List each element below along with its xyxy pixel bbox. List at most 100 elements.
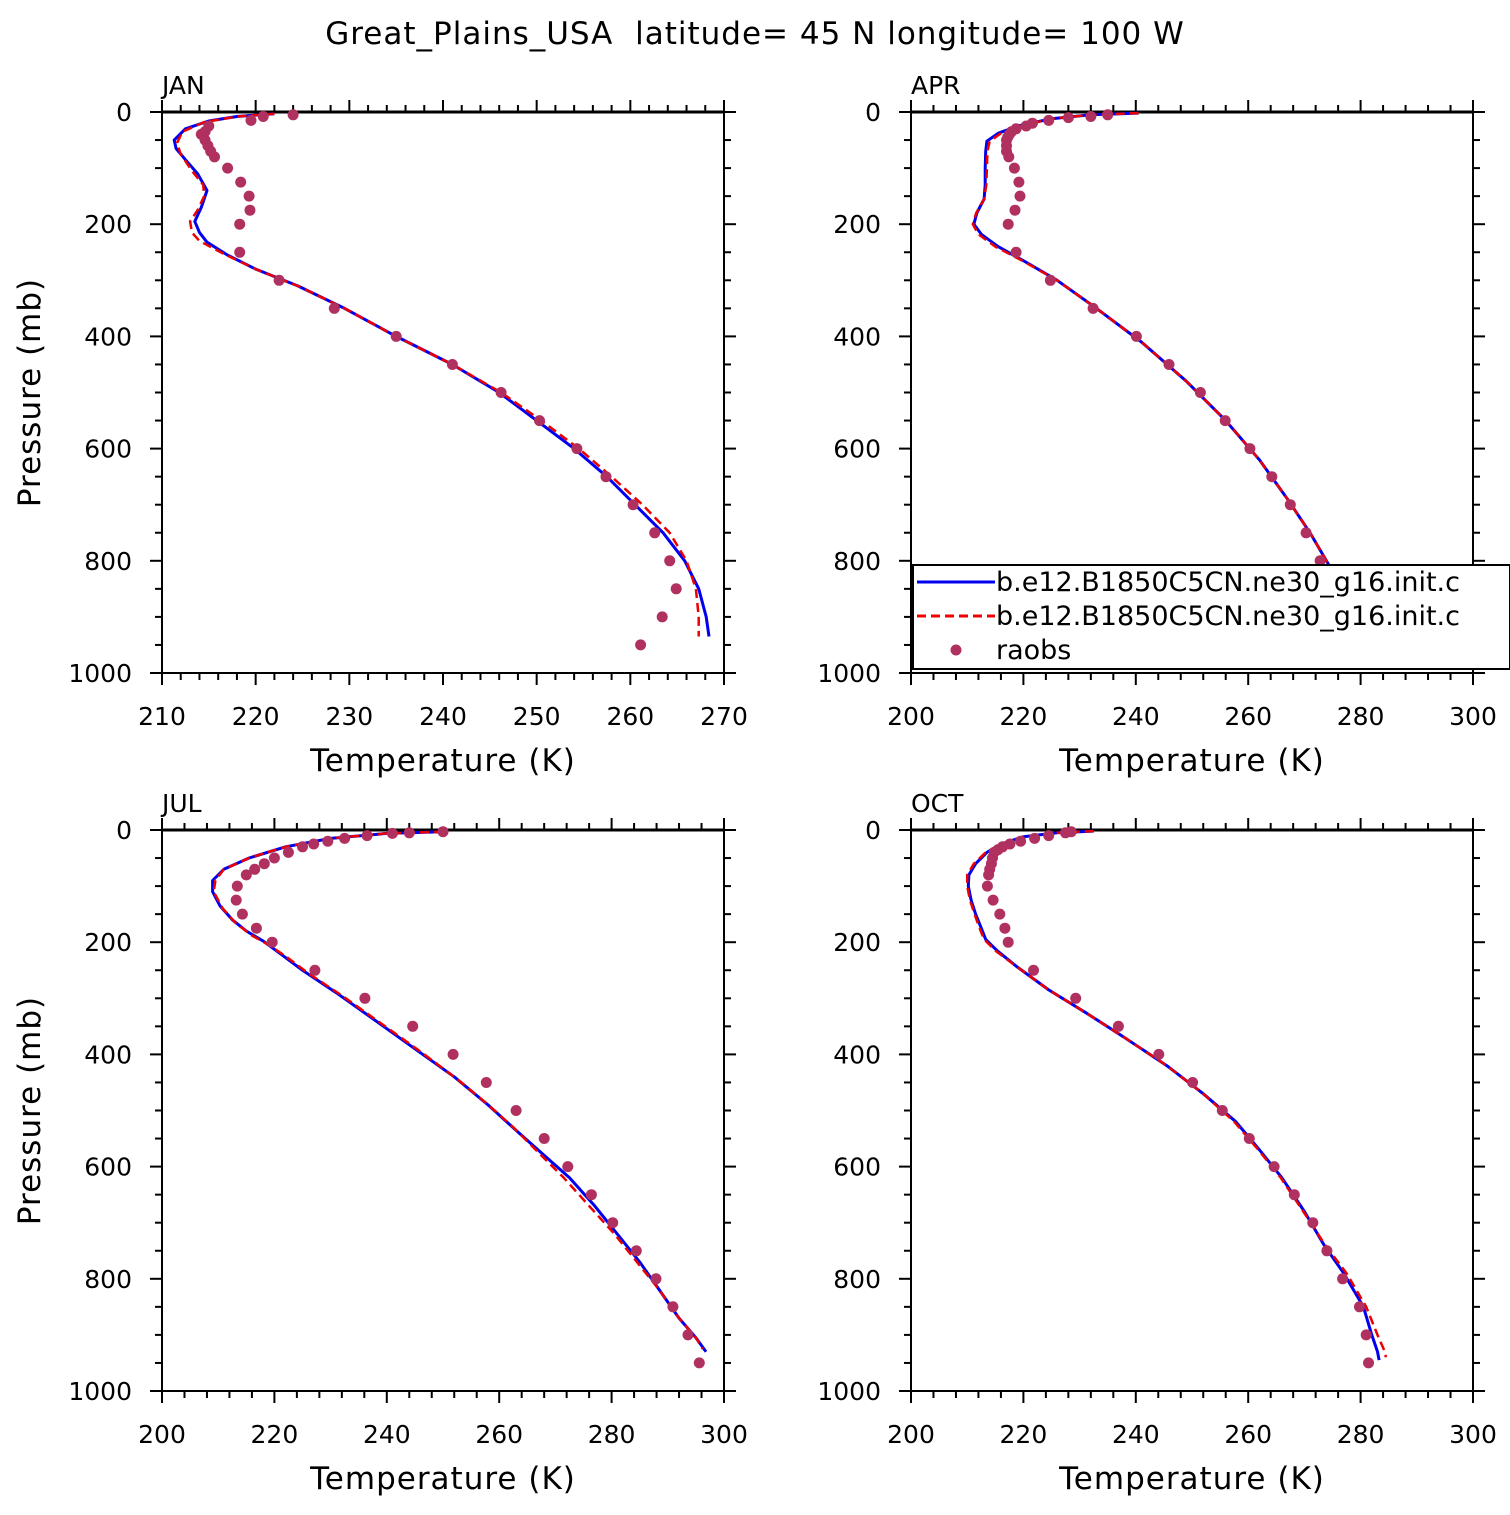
obs-point [534, 415, 545, 427]
obs-point [1010, 246, 1022, 258]
x-tick-label: 220 [1000, 1420, 1048, 1449]
legend: b.e12.B1850C5CN.ne30_g16.init.cb.e12.B18… [912, 564, 1510, 670]
obs-point [1321, 1245, 1333, 1257]
obs-point [1087, 302, 1099, 314]
x-tick-label: 250 [513, 702, 561, 731]
y-tick-label: 200 [84, 210, 132, 239]
legend-label: b.e12.B1850C5CN.ne30_g16.init.c [996, 567, 1460, 598]
obs-point [480, 1077, 492, 1088]
obs-point [308, 838, 320, 850]
legend-label: raobs [996, 635, 1071, 666]
obs-point [1194, 387, 1206, 398]
obs-point [361, 830, 373, 842]
panel-label: JAN [160, 71, 205, 100]
obs-point [1003, 151, 1015, 163]
obs-point [667, 1301, 679, 1313]
x-tick-label: 280 [588, 1420, 636, 1449]
obs-point [510, 1105, 522, 1116]
obs-point [328, 302, 340, 314]
x-tick-label: 300 [1449, 1420, 1497, 1449]
obs-point [258, 858, 270, 870]
y-axis-title: Pressure (mb) [12, 278, 48, 507]
x-tick-label: 230 [325, 702, 373, 731]
obs-point [1014, 190, 1026, 202]
legend-label: b.e12.B1850C5CN.ne30_g16.init.c [996, 601, 1460, 632]
x-axis-title: Temperature (K) [1058, 743, 1325, 779]
obs-point [359, 992, 371, 1004]
obs-point [1288, 1189, 1300, 1201]
x-tick-label: 240 [1112, 702, 1160, 731]
obs-point [1314, 555, 1326, 567]
obs-point [1354, 1301, 1365, 1313]
obs-point [1002, 936, 1014, 948]
obs-point [234, 218, 246, 230]
obs-point [607, 1217, 619, 1229]
obs-point [386, 827, 398, 839]
x-axis-title: Temperature (K) [1058, 1461, 1325, 1497]
obs-point [250, 922, 262, 934]
y-tick-label: 1000 [68, 659, 132, 688]
y-tick-label: 0 [865, 98, 881, 127]
series-line-dashed [971, 111, 1379, 638]
obs-point [600, 471, 612, 483]
obs-point [249, 863, 261, 875]
series-line-dashed [212, 830, 704, 1350]
x-tick-label: 300 [1449, 702, 1497, 731]
x-tick-label: 210 [138, 702, 186, 731]
legend-box [912, 564, 1510, 670]
panel-label: OCT [911, 789, 964, 818]
obs-point [630, 1245, 642, 1257]
obs-point [1062, 112, 1074, 124]
panel-jul: JUL 200 220 240 260 280 300 0 200 400 600 800 1000 Te… [12, 789, 748, 1497]
obs-point [322, 835, 334, 847]
obs-point [656, 611, 668, 623]
obs-point [693, 1357, 705, 1369]
obs-point [635, 639, 647, 651]
y-tick-label: 200 [833, 928, 881, 957]
x-tick-label: 240 [363, 1420, 411, 1449]
x-tick-label: 300 [700, 1420, 748, 1449]
x-tick-label: 260 [475, 1420, 523, 1449]
obs-point [1085, 111, 1097, 122]
x-tick-label: 240 [1112, 1420, 1160, 1449]
y-tick-label: 800 [84, 1265, 132, 1294]
obs-point [562, 1161, 574, 1173]
obs-point [1163, 359, 1175, 370]
y-tick-label: 1000 [817, 1377, 881, 1406]
obs-point [670, 583, 682, 595]
obs-point [297, 841, 308, 853]
obs-point [266, 936, 278, 948]
obs-point [1243, 1133, 1255, 1144]
y-tick-label: 0 [865, 816, 881, 845]
chart-title: Great_Plains_USA latitude= 45 N longitud… [325, 16, 1185, 52]
y-tick-label: 800 [84, 547, 132, 576]
obs-point [1216, 1105, 1228, 1116]
obs-point [437, 826, 449, 838]
y-tick-label: 200 [84, 928, 132, 957]
obs-point [1130, 330, 1142, 342]
obs-point [650, 1273, 662, 1285]
obs-point [230, 894, 242, 906]
y-tick-label: 400 [84, 322, 132, 351]
obs-point [1112, 1020, 1124, 1032]
obs-point [234, 246, 246, 258]
obs-point [1044, 274, 1056, 286]
obs-point [1363, 1357, 1374, 1369]
obs-point [407, 1020, 419, 1032]
y-tick-label: 400 [84, 1040, 132, 1069]
x-axis-title: Temperature (K) [309, 743, 576, 779]
obs-point [1060, 827, 1071, 839]
x-tick-label: 260 [606, 702, 654, 731]
obs-point [1009, 204, 1021, 216]
obs-point [999, 922, 1011, 934]
y-tick-label: 800 [833, 547, 881, 576]
obs-point [1043, 114, 1055, 126]
obs-point [1300, 527, 1312, 539]
obs-point [1013, 176, 1025, 188]
obs-point [538, 1133, 550, 1144]
y-tick-label: 400 [833, 1040, 881, 1069]
y-tick-label: 600 [833, 1153, 881, 1182]
obs-point [235, 176, 247, 188]
